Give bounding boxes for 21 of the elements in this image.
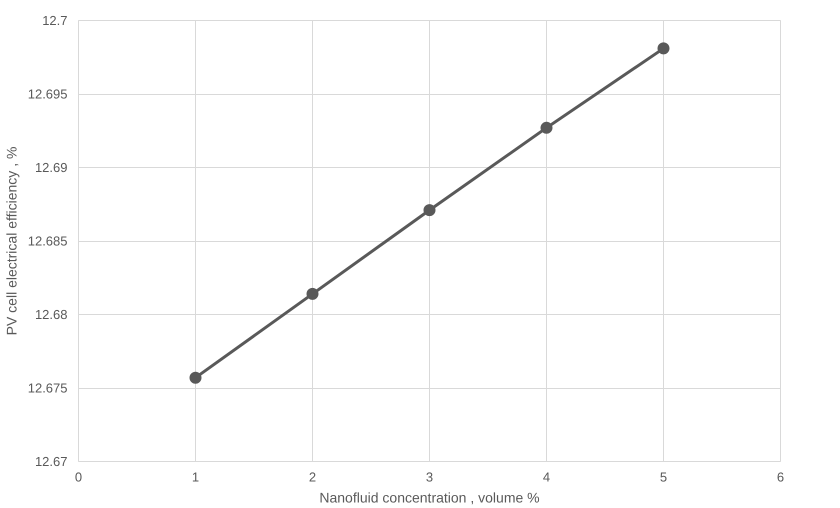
x-tick-label: 5 — [660, 470, 668, 484]
y-tick-label: 12.67 — [34, 454, 68, 469]
y-tick-label: 12.695 — [28, 86, 68, 102]
point — [424, 204, 436, 216]
point — [540, 122, 552, 134]
x-tick-label: 6 — [776, 470, 784, 484]
y-tick-label: 12.7 — [42, 13, 68, 28]
y-tick-label: 12.675 — [28, 380, 68, 396]
point — [190, 372, 202, 384]
x-tick-label: 1 — [192, 470, 200, 484]
x-tick-label: 3 — [426, 470, 434, 484]
y-axis-title: PV cell electrical efficiency , % — [4, 146, 20, 336]
x-tick-label: 2 — [308, 470, 316, 484]
point — [306, 288, 318, 300]
y-tick-label: 12.685 — [28, 234, 68, 248]
x-axis-title: Nanofluid concentration , volume % — [319, 490, 540, 506]
x-tick-label: 4 — [542, 470, 550, 484]
x-tick-label: 0 — [74, 470, 82, 484]
y-tick-label: 12.69 — [34, 160, 68, 175]
y-tick-label: 12.68 — [34, 307, 68, 322]
point — [658, 42, 670, 54]
